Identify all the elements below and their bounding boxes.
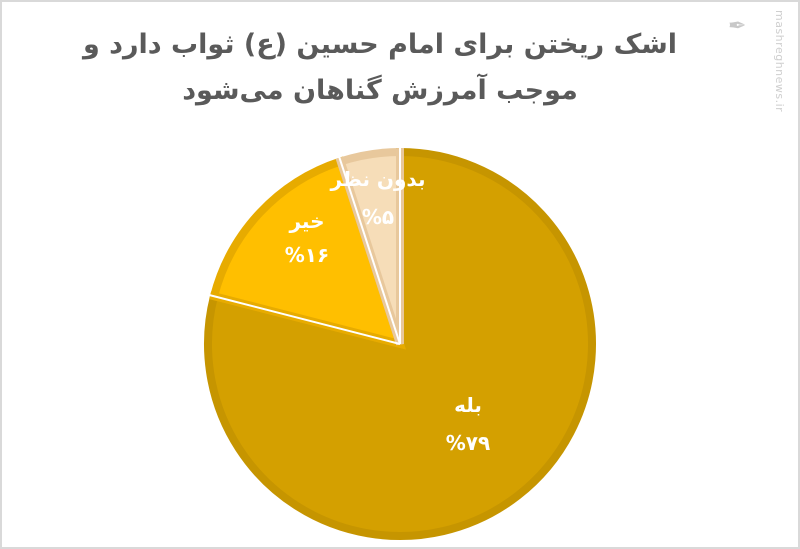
slice-separator	[207, 293, 401, 345]
title-line-2: موجب آمرزش گناهان می‌شود	[182, 75, 578, 106]
logo: ✒	[728, 14, 747, 39]
slice-value-label: %۱۶	[285, 243, 329, 267]
slice-label: بدون نظر	[330, 167, 426, 191]
slice-label: خیر	[288, 209, 324, 233]
watermark: mashreghnews.ir	[773, 10, 786, 113]
slice-value-label: %۵	[362, 205, 394, 229]
slice-separator	[337, 155, 401, 345]
slice-value-label: %۷۹	[446, 431, 490, 455]
pie-slice-0	[204, 147, 596, 540]
slice-label: بله	[454, 393, 482, 417]
chart-title: اشک ریختن برای امام حسین (ع) ثواب دارد و…	[60, 22, 700, 114]
title-line-1: اشک ریختن برای امام حسین (ع) ثواب دارد و	[82, 29, 678, 60]
